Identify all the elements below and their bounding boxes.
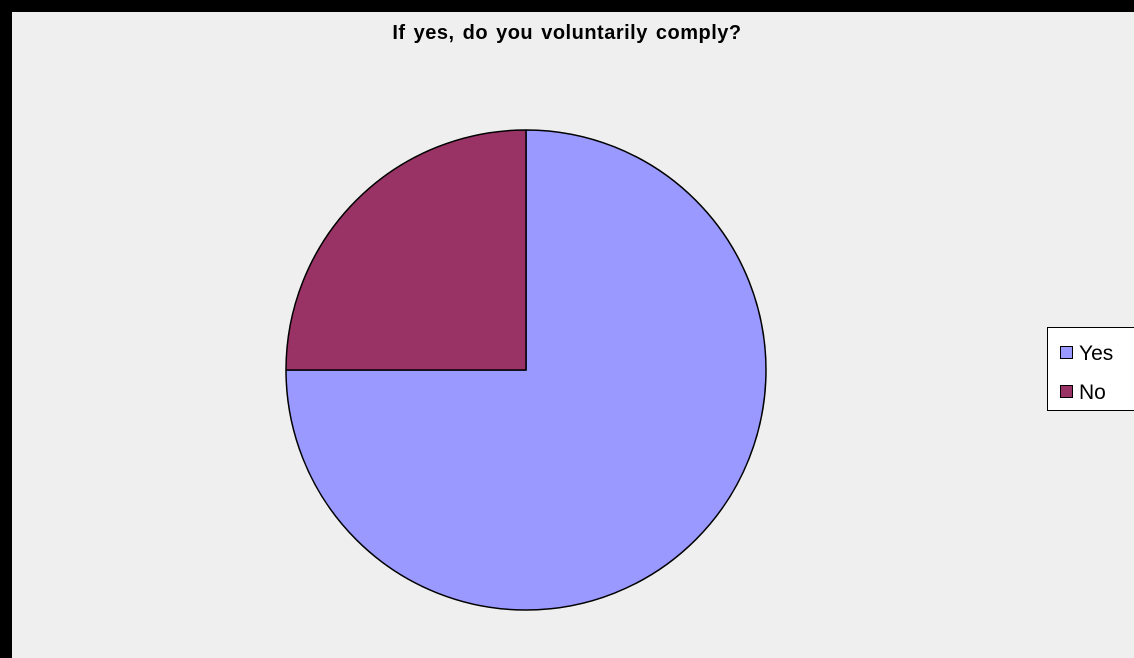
legend-swatch-yes <box>1060 345 1073 359</box>
legend-label-no: No <box>1079 381 1106 404</box>
chart-title: If yes, do you voluntarily comply? <box>392 22 742 44</box>
legend-label-yes: Yes <box>1079 342 1114 365</box>
pie-slice-yes <box>285 129 767 611</box>
legend-item-no: No <box>1060 380 1106 406</box>
legend: Yes No <box>1047 327 1134 411</box>
legend-item-yes: Yes <box>1060 341 1113 367</box>
pie-slice-no <box>285 129 527 371</box>
legend-swatch-no <box>1060 384 1073 398</box>
